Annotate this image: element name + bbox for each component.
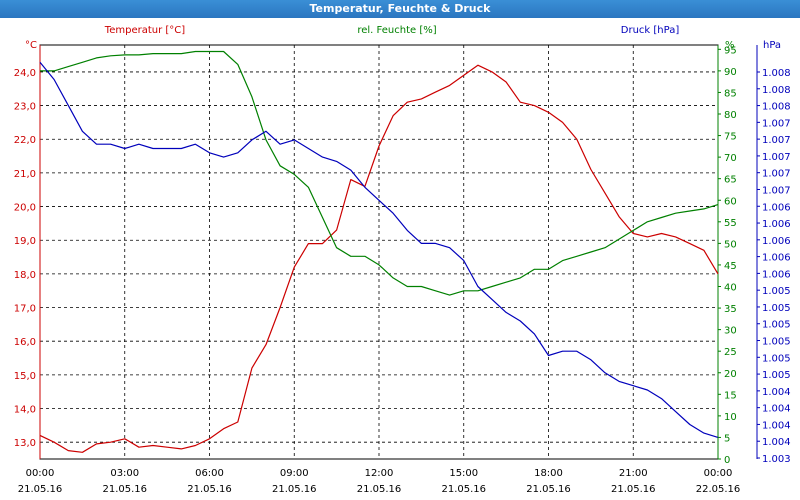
x-tick-date-label: 21.05.16: [102, 484, 147, 495]
pressure-tick-label: 1.005: [762, 286, 791, 297]
pressure-tick-label: 1.005: [762, 320, 791, 331]
pressure-tick-label: 1.006: [762, 202, 791, 213]
x-tick-date-label: 21.05.16: [272, 484, 317, 495]
temperature-tick-label: 16,0: [14, 337, 36, 348]
humidity-tick-label: 75: [724, 132, 737, 143]
chart-title: Temperatur, Feuchte & Druck: [309, 2, 491, 15]
x-tick-time-label: 09:00: [280, 468, 309, 479]
humidity-axis-header: rel. Feuchte [%]: [357, 25, 436, 36]
pressure-tick-label: 1.005: [762, 303, 791, 314]
x-tick-time-label: 12:00: [365, 468, 394, 479]
pressure-tick-label: 1.004: [762, 420, 791, 431]
pressure-tick-label: 1.007: [762, 118, 791, 129]
humidity-tick-label: 0: [724, 455, 730, 466]
pressure-tick-label: 1.006: [762, 253, 791, 264]
temperature-axis-header: Temperatur [°C]: [104, 25, 185, 36]
humidity-tick-label: 10: [724, 412, 737, 423]
humidity-line: [40, 50, 719, 296]
x-tick-time-label: 18:00: [534, 468, 563, 479]
pressure-tick-label: 1.005: [762, 337, 791, 348]
x-tick-date-label: 21.05.16: [441, 484, 486, 495]
pressure-tick-label: 1.007: [762, 169, 791, 180]
chart-title-bar: Temperatur, Feuchte & Druck: [0, 0, 800, 18]
x-tick-date-label: 22.05.16: [696, 484, 741, 495]
humidity-tick-label: 90: [724, 67, 737, 78]
x-tick-date-label: 21.05.16: [357, 484, 402, 495]
temperature-tick-label: 24,0: [14, 68, 36, 79]
x-tick-time-label: 00:00: [26, 468, 55, 479]
temperature-tick-label: 17,0: [14, 304, 36, 315]
pressure-tick-label: 1.008: [762, 85, 791, 96]
humidity-tick-label: 30: [724, 326, 737, 337]
humidity-tick-label: 85: [724, 88, 737, 99]
x-tick-time-label: 00:00: [704, 468, 733, 479]
pressure-line: [39, 61, 719, 438]
temperature-tick-label: 14,0: [14, 405, 36, 416]
pressure-tick-label: 1.005: [762, 353, 791, 364]
x-tick-time-label: 21:00: [619, 468, 648, 479]
humidity-tick-label: 15: [724, 390, 737, 401]
x-tick-date-label: 21.05.16: [526, 484, 571, 495]
pressure-tick-label: 1.004: [762, 387, 791, 398]
pressure-tick-label: 1.004: [762, 404, 791, 415]
temperature-tick-label: 21,0: [14, 169, 36, 180]
x-tick-time-label: 03:00: [110, 468, 139, 479]
humidity-unit-label: %: [725, 40, 735, 51]
x-tick-date-label: 21.05.16: [18, 484, 63, 495]
humidity-tick-label: 5: [724, 433, 730, 444]
temperature-tick-label: 22,0: [14, 135, 36, 146]
x-tick-time-label: 06:00: [195, 468, 224, 479]
temperature-tick-label: 20,0: [14, 203, 36, 214]
temperature-tick-label: 18,0: [14, 270, 36, 281]
temperature-tick-label: 23,0: [14, 102, 36, 113]
temperature-line: [39, 64, 719, 453]
humidity-tick-label: 25: [724, 347, 737, 358]
pressure-tick-label: 1.006: [762, 236, 791, 247]
humidity-tick-label: 55: [724, 218, 737, 229]
pressure-tick-label: 1.006: [762, 269, 791, 280]
humidity-tick-label: 40: [724, 283, 737, 294]
pressure-tick-label: 1.003: [762, 454, 791, 465]
temperature-tick-label: 19,0: [14, 236, 36, 247]
pressure-tick-label: 1.005: [762, 370, 791, 381]
pressure-axis-header: Druck [hPa]: [621, 25, 680, 36]
pressure-unit-label: hPa: [763, 40, 781, 51]
humidity-tick-label: 65: [724, 175, 737, 186]
pressure-tick-label: 1.007: [762, 185, 791, 196]
humidity-tick-label: 60: [724, 196, 737, 207]
pressure-tick-label: 1.007: [762, 135, 791, 146]
pressure-tick-label: 1.007: [762, 152, 791, 163]
humidity-tick-label: 20: [724, 369, 737, 380]
x-tick-date-label: 21.05.16: [187, 484, 232, 495]
pressure-tick-label: 1.008: [762, 102, 791, 113]
x-tick-date-label: 21.05.16: [611, 484, 656, 495]
humidity-tick-label: 45: [724, 261, 737, 272]
humidity-tick-label: 80: [724, 110, 737, 121]
temperature-tick-label: 15,0: [14, 371, 36, 382]
temperature-tick-label: 13,0: [14, 438, 36, 449]
humidity-tick-label: 50: [724, 239, 737, 250]
pressure-tick-label: 1.008: [762, 68, 791, 79]
pressure-tick-label: 1.006: [762, 219, 791, 230]
pressure-tick-label: 1.004: [762, 437, 791, 448]
x-tick-time-label: 15:00: [449, 468, 478, 479]
humidity-tick-label: 95: [724, 45, 737, 56]
temperature-unit-label: °C: [25, 40, 37, 51]
humidity-tick-label: 70: [724, 153, 737, 164]
humidity-tick-label: 35: [724, 304, 737, 315]
